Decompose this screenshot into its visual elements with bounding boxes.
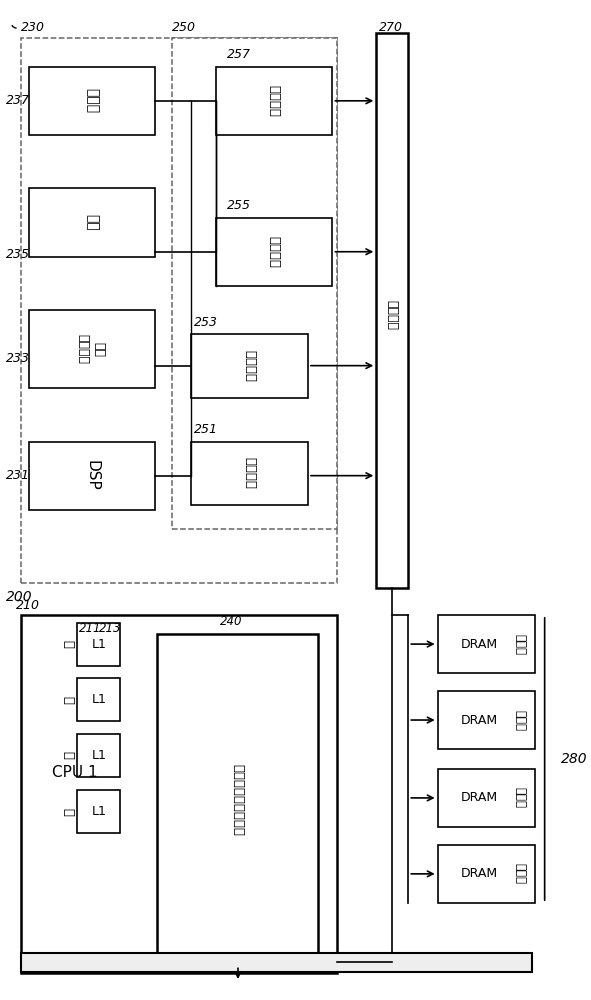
Bar — [28, 310, 155, 388]
Text: 控制器: 控制器 — [514, 863, 527, 884]
Text: 200: 200 — [7, 590, 33, 604]
Text: 控制器: 控制器 — [514, 634, 527, 655]
Text: 可共享的高速缓存器: 可共享的高速缓存器 — [232, 764, 245, 836]
Bar — [77, 734, 120, 777]
Bar — [216, 218, 332, 286]
Bar — [21, 38, 337, 583]
Text: 控制器: 控制器 — [514, 710, 527, 731]
Bar — [437, 845, 535, 903]
Bar — [157, 634, 318, 965]
Text: 显示器: 显示器 — [85, 88, 99, 113]
Text: 253: 253 — [194, 316, 218, 329]
Bar — [376, 33, 408, 588]
Bar — [437, 691, 535, 749]
Text: 开关单元: 开关单元 — [243, 350, 256, 382]
Text: DRAM: DRAM — [461, 791, 498, 804]
Bar — [77, 623, 120, 666]
Text: 270: 270 — [379, 21, 403, 34]
Bar — [437, 615, 535, 673]
Text: 237: 237 — [7, 94, 30, 107]
Text: 211: 211 — [79, 622, 102, 635]
Text: L1: L1 — [92, 749, 106, 762]
Text: 235: 235 — [7, 248, 30, 261]
Text: 251: 251 — [194, 423, 218, 436]
Text: 线器: 线器 — [92, 342, 105, 357]
Text: 257: 257 — [228, 48, 251, 61]
Text: 231: 231 — [7, 469, 30, 482]
Bar — [21, 953, 532, 972]
Text: 控制器: 控制器 — [514, 787, 527, 808]
Bar — [191, 442, 308, 505]
Text: 传感器集: 传感器集 — [77, 334, 90, 364]
Text: DRAM: DRAM — [461, 714, 498, 727]
Bar — [28, 188, 155, 257]
Bar — [28, 442, 155, 510]
Text: 核: 核 — [61, 808, 74, 816]
Text: 开关单元: 开关单元 — [268, 236, 281, 268]
Text: 280: 280 — [561, 752, 588, 766]
Text: DSP: DSP — [85, 460, 99, 491]
Text: 255: 255 — [228, 199, 251, 212]
Text: 210: 210 — [16, 599, 40, 612]
Text: 233: 233 — [7, 352, 30, 365]
Text: 开关单元: 开关单元 — [243, 457, 256, 489]
Text: L1: L1 — [92, 693, 106, 706]
Text: 213: 213 — [99, 622, 121, 635]
Bar — [172, 38, 337, 529]
Bar — [77, 678, 120, 721]
Text: 核: 核 — [61, 696, 74, 704]
Bar — [216, 67, 332, 135]
Text: 系统互连: 系统互连 — [385, 300, 398, 330]
Text: DRAM: DRAM — [461, 867, 498, 880]
Text: 蓝牙: 蓝牙 — [85, 214, 99, 231]
Text: 开关单元: 开关单元 — [268, 85, 281, 117]
Bar — [191, 334, 308, 398]
Text: 230: 230 — [21, 21, 45, 34]
Text: 240: 240 — [220, 615, 243, 628]
Text: CPU 1: CPU 1 — [51, 765, 98, 780]
Bar — [77, 790, 120, 833]
Bar — [437, 769, 535, 827]
Text: 250: 250 — [172, 21, 196, 34]
Text: 核: 核 — [61, 751, 74, 759]
Bar — [21, 615, 337, 973]
Text: 核: 核 — [61, 640, 74, 648]
Bar — [28, 67, 155, 135]
Text: L1: L1 — [92, 638, 106, 651]
Text: L1: L1 — [92, 805, 106, 818]
Text: DRAM: DRAM — [461, 638, 498, 651]
